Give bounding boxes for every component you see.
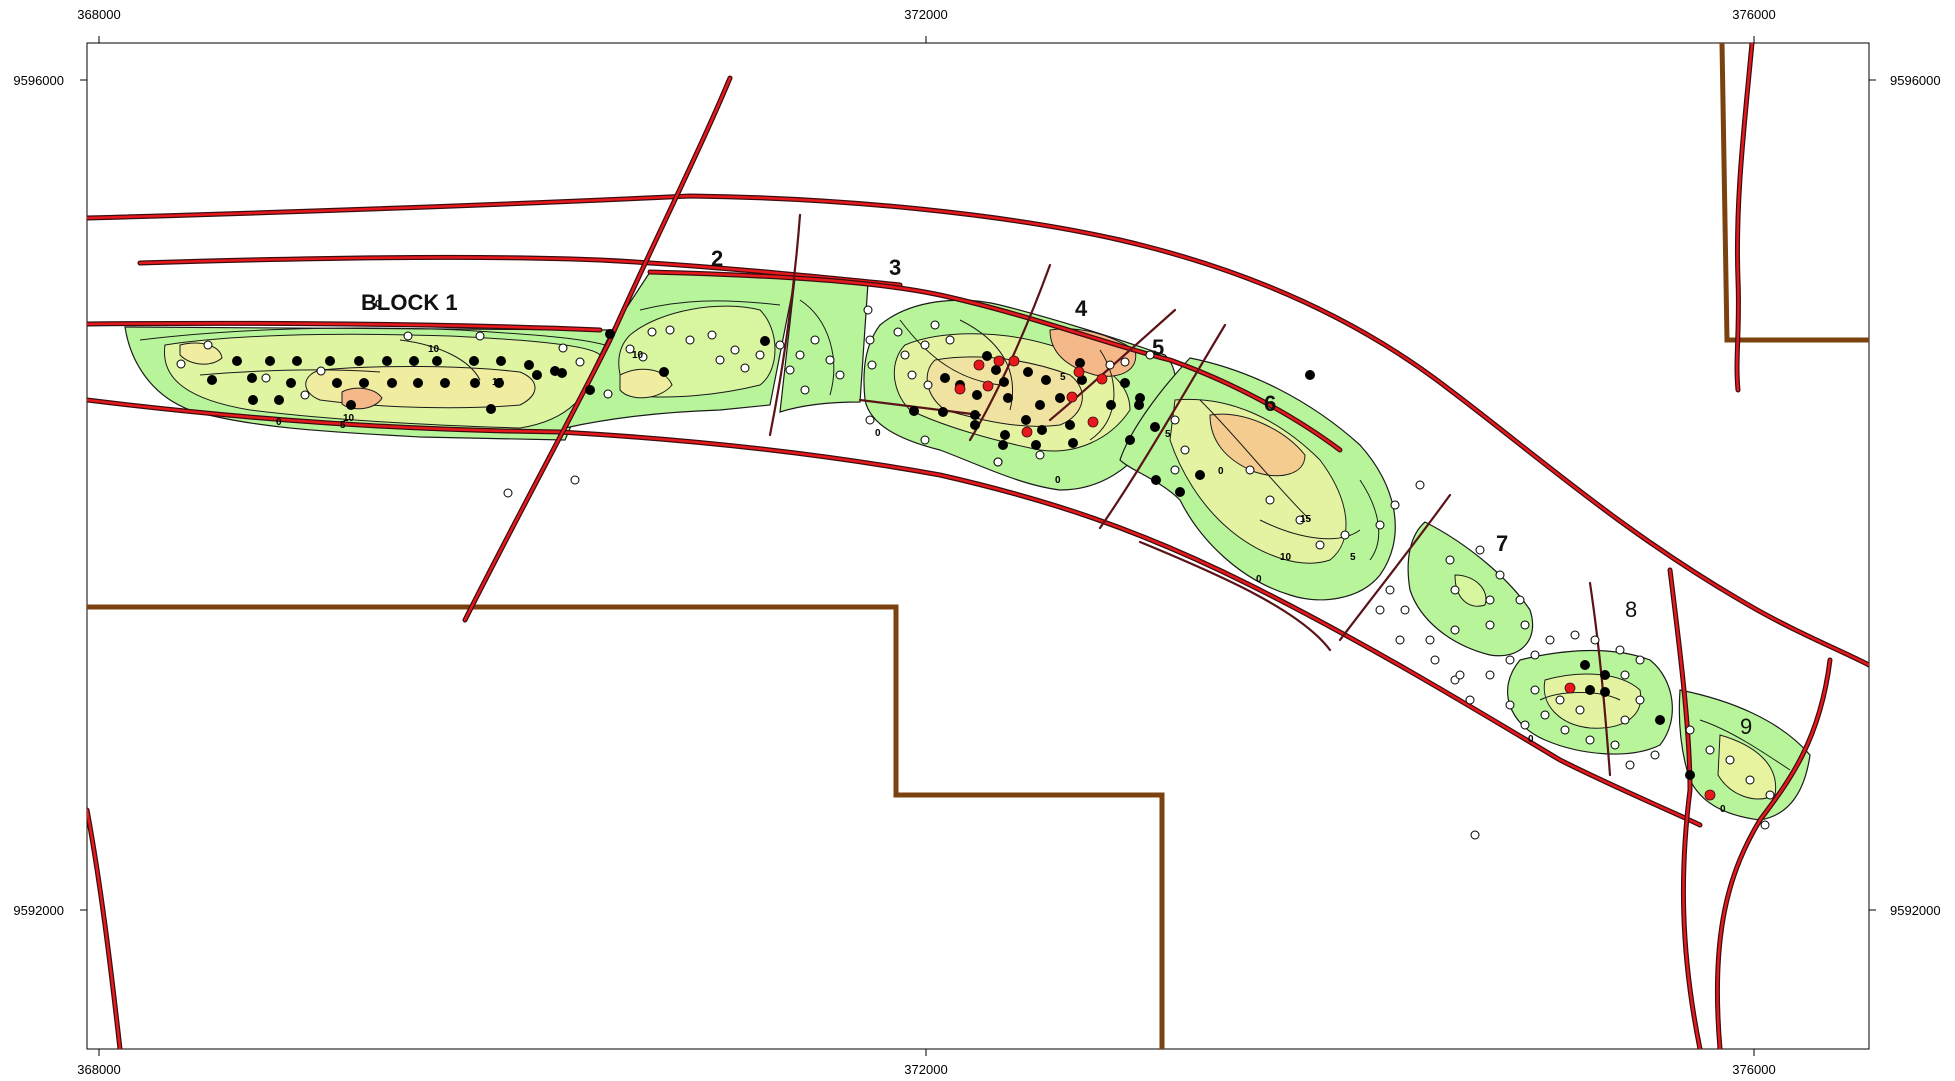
block-label-2: 2 (711, 246, 723, 271)
x-tick-top-1: 368000 (77, 7, 120, 22)
block7-fill-inner (1454, 574, 1487, 607)
contour-label: 0 (276, 417, 282, 428)
block9-fill-inner (1717, 734, 1777, 800)
contour-label: 0 (1055, 475, 1061, 486)
block-label-4: 4 (1075, 296, 1088, 321)
tick-marks (80, 36, 1876, 1056)
contour-label: 10 (428, 344, 440, 355)
x-tick-top-2: 372000 (904, 7, 947, 22)
y-tick-left-1: 9596000 (13, 73, 64, 88)
x-tick-top-3: 376000 (1732, 7, 1775, 22)
contour-label: 0 (375, 299, 381, 310)
x-tick-bottom-2: 372000 (904, 1062, 947, 1077)
block-label-9: 9 (1740, 714, 1752, 739)
contour-label: 5 (1060, 372, 1066, 383)
contour-label: 5 (340, 420, 346, 431)
contour-label: 0 (1720, 804, 1726, 815)
block-label-6: 6 (1264, 391, 1276, 416)
contour-label: 0 (875, 428, 881, 439)
contour-label: 5 (1350, 552, 1356, 563)
lease-boundaries (87, 43, 1869, 1049)
wells-other (176, 305, 1775, 840)
contour-label: 10 (632, 350, 644, 361)
block-label-1: BLOCK 1 (361, 290, 458, 315)
contour-label: 5 (1165, 429, 1171, 440)
contour-label: 0 (1528, 734, 1534, 745)
block-label-5: 5 (1152, 335, 1164, 360)
block6-fill-high (1209, 413, 1306, 477)
block-label-3: 3 (889, 255, 901, 280)
contour-label: 15 (1300, 514, 1312, 525)
block-label-8: 8 (1625, 597, 1637, 622)
contour-label: 0 (1218, 466, 1224, 477)
x-tick-bottom-3: 376000 (1732, 1062, 1775, 1077)
contour-label-group: 0 5 10 15 10 0 10 0 0 5 0 5 0 10 15 5 0 … (276, 299, 1726, 815)
contour-label: 10 (1280, 552, 1292, 563)
contour-label: 10 (343, 413, 355, 424)
contour-label: 15 (492, 377, 504, 388)
wells-producing (207, 329, 1695, 780)
y-tick-right-2: 9592000 (1890, 903, 1941, 918)
lease-boundary-south (87, 604, 1165, 1049)
block1-fill-west (179, 342, 223, 365)
x-tick-bottom-1: 368000 (77, 1062, 120, 1077)
contour-label: 0 (1256, 574, 1262, 585)
lease-boundary-northeast (1719, 43, 1869, 343)
block2-fill-high (619, 368, 673, 399)
block-labels: BLOCK 1 2 3 4 5 6 7 8 9 (361, 246, 1752, 739)
faults (87, 43, 1869, 1049)
y-tick-right-1: 9596000 (1890, 73, 1941, 88)
map-frame (86, 42, 1870, 1050)
wells-injector (954, 355, 1716, 801)
y-tick-left-2: 9592000 (13, 903, 64, 918)
block-label-7: 7 (1496, 531, 1508, 556)
block3-fill-base (779, 277, 869, 413)
